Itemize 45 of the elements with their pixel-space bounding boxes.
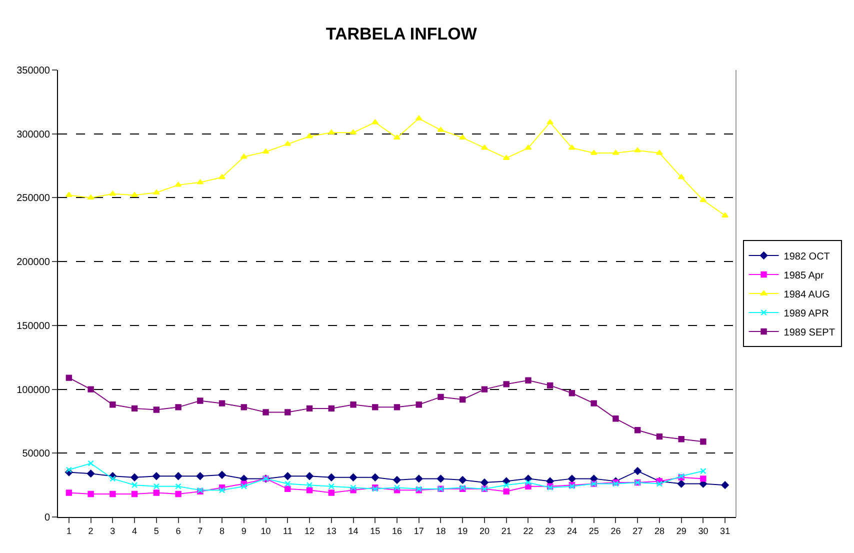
legend-label: 1989 APR bbox=[784, 308, 829, 320]
x-tick-label: 19 bbox=[458, 526, 468, 536]
x-tick-label: 1 bbox=[66, 526, 72, 536]
x-tick-label: 4 bbox=[132, 526, 138, 536]
legend-label: 1985 Apr bbox=[784, 270, 824, 282]
x-tick-label: 26 bbox=[610, 526, 621, 536]
x-tick-label: 5 bbox=[154, 526, 159, 536]
x-tick-label: 8 bbox=[220, 526, 225, 536]
x-tick-label: 30 bbox=[698, 526, 708, 536]
x-tick-label: 12 bbox=[304, 526, 315, 536]
x-tick-label: 20 bbox=[479, 526, 490, 536]
y-tick-label: 150000 bbox=[16, 320, 50, 332]
x-tick-label: 9 bbox=[241, 526, 246, 536]
x-tick-label: 21 bbox=[501, 526, 512, 536]
x-tick-label: 14 bbox=[348, 526, 358, 536]
chart-title: TARBELA INFLOW bbox=[326, 24, 478, 44]
y-tick-label: 250000 bbox=[16, 193, 50, 204]
x-tick-label: 11 bbox=[282, 526, 292, 536]
x-tick-label: 24 bbox=[566, 526, 577, 536]
x-tick-label: 23 bbox=[545, 526, 556, 536]
y-tick-label: 100000 bbox=[16, 384, 50, 396]
y-tick-label: 350000 bbox=[16, 66, 50, 76]
y-tick-label: 300000 bbox=[16, 129, 50, 140]
x-tick-label: 16 bbox=[392, 526, 402, 536]
x-tick-label: 3 bbox=[110, 526, 116, 536]
y-tick-label: 200000 bbox=[16, 257, 50, 268]
x-tick-label: 28 bbox=[654, 526, 664, 536]
x-tick-label: 29 bbox=[676, 526, 686, 536]
x-tick-label: 7 bbox=[198, 526, 203, 536]
x-tick-label: 17 bbox=[414, 526, 424, 536]
x-tick-label: 6 bbox=[176, 526, 181, 536]
legend-label: 1982 OCT bbox=[784, 251, 830, 262]
x-tick-label: 15 bbox=[370, 526, 380, 536]
legend-label: 1989 SEPT bbox=[784, 327, 835, 338]
legend-label: 1984 AUG bbox=[784, 289, 830, 300]
x-tick-label: 18 bbox=[436, 526, 446, 536]
x-tick-label: 10 bbox=[260, 526, 271, 536]
x-tick-label: 27 bbox=[632, 526, 643, 536]
y-tick-label: 0 bbox=[44, 512, 50, 524]
x-tick-label: 13 bbox=[326, 526, 336, 536]
x-tick-label: 2 bbox=[88, 526, 94, 536]
x-tick-label: 25 bbox=[588, 526, 599, 536]
y-tick-label: 50000 bbox=[22, 448, 50, 460]
x-tick-label: 31 bbox=[720, 526, 730, 536]
x-tick-label: 22 bbox=[523, 526, 534, 536]
